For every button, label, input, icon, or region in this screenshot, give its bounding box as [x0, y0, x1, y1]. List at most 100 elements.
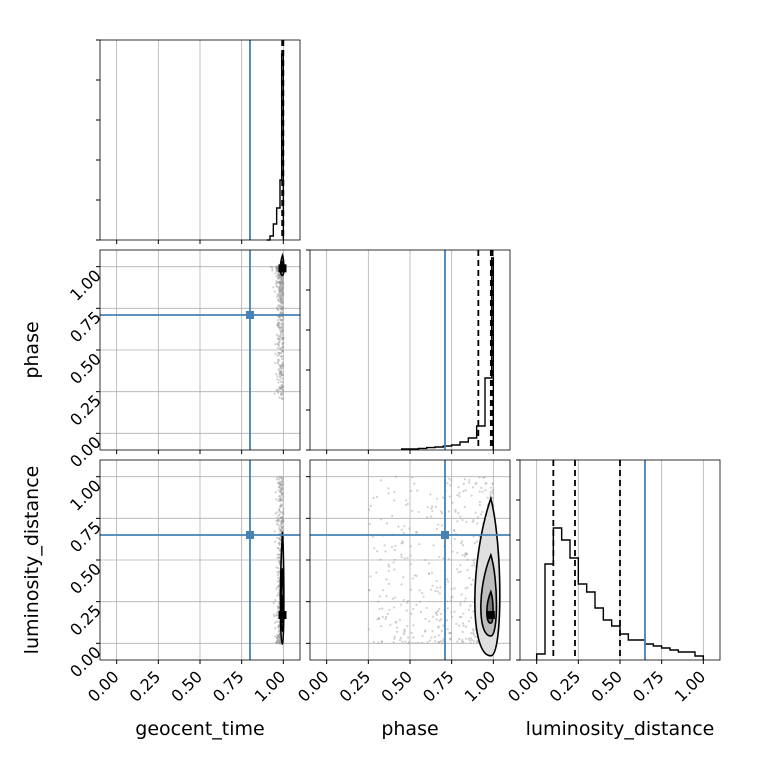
sample-point	[461, 630, 464, 634]
sample-point	[279, 307, 282, 310]
sample-point	[459, 515, 462, 518]
sample-point	[281, 492, 284, 495]
sample-point	[282, 337, 285, 341]
sample-point	[388, 608, 391, 611]
sample-point	[281, 280, 284, 283]
sample-point	[275, 266, 278, 269]
sample-point	[484, 482, 487, 485]
sample-point	[277, 275, 281, 279]
sample-point	[280, 478, 283, 482]
sample-point	[280, 307, 283, 310]
sample-point	[277, 351, 281, 355]
sample-point	[387, 582, 390, 585]
sample-point	[278, 340, 281, 343]
sample-point	[281, 397, 284, 400]
sample-point	[275, 640, 278, 644]
sample-point	[491, 482, 494, 485]
sample-point	[446, 580, 450, 583]
sample-point	[275, 268, 278, 271]
sample-point	[392, 561, 395, 564]
sample-point	[489, 491, 492, 494]
sample-point	[276, 274, 279, 277]
sample-point	[279, 640, 282, 643]
density-peak	[486, 611, 495, 619]
sample-point	[278, 275, 281, 278]
sample-point	[278, 639, 282, 643]
sample-point	[430, 507, 433, 510]
sample-point	[273, 530, 276, 533]
sample-point	[416, 489, 419, 492]
sample-point	[437, 523, 440, 526]
sample-point	[280, 322, 283, 325]
sample-point	[279, 285, 282, 288]
sample-point	[455, 622, 458, 626]
sample-point	[388, 565, 391, 568]
sample-point	[279, 276, 283, 279]
sample-point	[276, 267, 279, 270]
sample-point	[279, 318, 282, 321]
sample-point	[276, 270, 279, 273]
sample-point	[275, 333, 278, 336]
sample-point	[278, 367, 281, 370]
sample-point	[279, 289, 282, 292]
sample-point	[276, 607, 280, 610]
sample-point	[279, 275, 282, 278]
sample-point	[278, 485, 281, 488]
sample-point	[445, 619, 448, 622]
sample-point	[472, 610, 475, 613]
sample-point	[280, 318, 283, 322]
sample-point	[451, 550, 454, 553]
sample-point	[280, 526, 283, 529]
sample-point	[441, 639, 445, 642]
sample-point	[276, 272, 280, 276]
sample-point	[281, 325, 284, 328]
sample-point	[280, 319, 284, 322]
sample-point	[281, 328, 285, 332]
sample-point	[460, 615, 463, 619]
sample-point	[418, 543, 421, 546]
sample-point	[282, 294, 285, 297]
sample-point	[282, 285, 285, 288]
sample-point	[281, 477, 284, 480]
sample-point	[276, 266, 279, 270]
sample-point	[473, 558, 476, 561]
sample-point	[277, 567, 280, 570]
sample-point	[276, 337, 279, 340]
sample-point	[281, 311, 284, 314]
sample-point	[384, 617, 387, 621]
sample-point	[436, 497, 439, 500]
sample-point	[275, 265, 278, 269]
sample-point	[276, 267, 279, 271]
sample-point	[281, 515, 284, 519]
sample-point	[277, 592, 280, 595]
sample-point	[281, 290, 284, 293]
sample-point	[471, 486, 475, 489]
sample-point	[436, 609, 440, 613]
sample-point	[280, 323, 283, 326]
sample-point	[458, 615, 462, 619]
sample-point	[369, 575, 372, 578]
sample-point	[282, 337, 285, 340]
sample-point	[449, 632, 453, 635]
sample-point	[280, 393, 283, 397]
sample-point	[280, 481, 283, 484]
sample-point	[278, 280, 281, 283]
sample-point	[431, 510, 434, 513]
sample-point	[453, 537, 456, 540]
sample-point	[278, 642, 281, 645]
sample-point	[274, 642, 277, 645]
sample-point	[279, 355, 283, 358]
sample-point	[276, 298, 279, 301]
sample-point	[400, 553, 403, 556]
sample-point	[276, 293, 279, 296]
sample-point	[437, 634, 440, 637]
sample-point	[274, 272, 277, 275]
sample-point	[454, 508, 457, 512]
sample-point	[280, 298, 283, 301]
sample-point	[279, 505, 282, 508]
sample-point	[282, 317, 285, 320]
sample-point	[279, 297, 282, 300]
sample-point	[402, 633, 405, 636]
sample-point	[472, 559, 475, 562]
